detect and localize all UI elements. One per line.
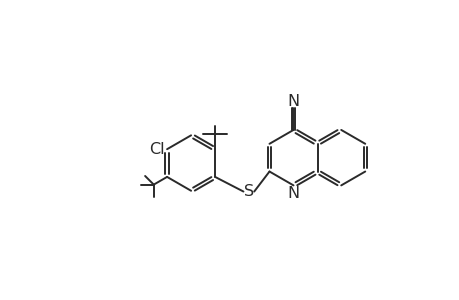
Text: N: N [287,186,299,201]
Text: Cl: Cl [149,142,164,157]
Text: S: S [243,184,253,199]
Text: N: N [287,94,299,109]
